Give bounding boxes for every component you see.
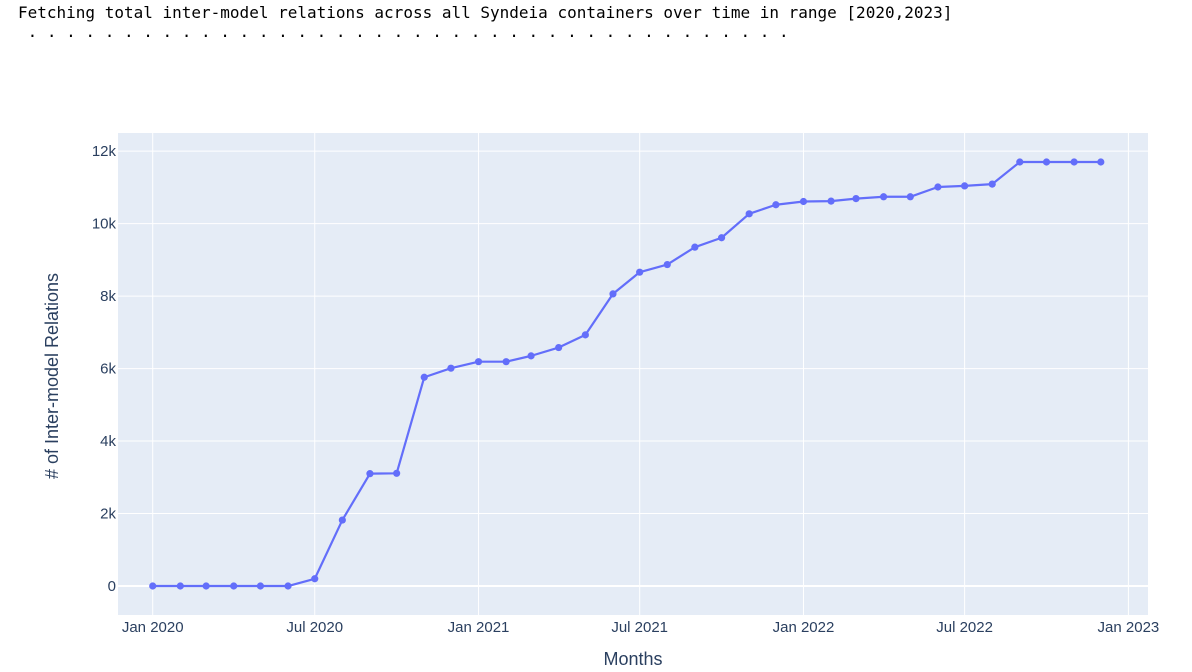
x-tick-label: Jan 2023 — [1098, 619, 1160, 636]
data-point — [772, 201, 780, 209]
data-point — [934, 183, 942, 191]
data-point — [880, 193, 888, 201]
data-point — [474, 358, 483, 366]
y-gridlines — [118, 150, 1148, 588]
data-point — [1070, 158, 1078, 166]
x-tick-label: Jan 2022 — [773, 619, 835, 636]
data-point — [256, 582, 265, 590]
data-point — [609, 290, 617, 298]
series-line — [152, 160, 1101, 588]
console-progress-dots: . . . . . . . . . . . . . . . . . . . . … — [18, 22, 789, 41]
console-status-line: Fetching total inter-model relations acr… — [18, 3, 953, 22]
y-tick-label: 10k — [92, 216, 117, 233]
data-point — [827, 197, 835, 205]
data-point — [717, 234, 726, 242]
y-tick-label: 2k — [100, 506, 116, 523]
data-point — [906, 193, 914, 201]
data-point — [338, 516, 346, 524]
data-point — [230, 582, 238, 590]
x-gridlines — [152, 133, 1129, 615]
x-tick-label: Jul 2022 — [936, 619, 993, 636]
data-point — [311, 575, 319, 583]
data-point — [176, 582, 184, 590]
y-tick-label: 8k — [100, 288, 116, 305]
y-tick-labels: 0 2k 4k 6k 8k 10k 12k — [92, 143, 117, 595]
x-tick-labels: Jan 2020 Jul 2020 Jan 2021 Jul 2021 Jan 2022… — [122, 619, 1159, 636]
data-point — [799, 197, 808, 206]
x-tick-label: Jan 2021 — [448, 619, 510, 636]
y-axis-title: # of Inter-model Relations — [42, 273, 62, 479]
x-tick-label: Jan 2020 — [122, 619, 184, 636]
data-point — [555, 343, 563, 352]
data-point — [284, 582, 292, 590]
x-tick-label: Jul 2021 — [611, 619, 668, 636]
data-point — [202, 582, 210, 590]
y-tick-label: 6k — [100, 361, 116, 378]
data-point — [636, 268, 644, 276]
data-point — [961, 182, 969, 190]
y-tick-label: 0 — [108, 578, 116, 595]
x-tick-label: Jul 2020 — [286, 619, 343, 636]
y-tick-label: 4k — [100, 433, 116, 450]
x-axis-title: Months — [603, 649, 662, 669]
data-point — [663, 260, 671, 269]
data-point — [691, 243, 699, 251]
data-point — [527, 352, 535, 360]
y-tick-label: 12k — [92, 143, 117, 160]
data-point — [149, 582, 157, 590]
data-point — [581, 331, 589, 339]
data-point — [366, 470, 374, 478]
data-point — [852, 194, 860, 203]
data-point — [447, 364, 455, 372]
data-point — [745, 210, 753, 218]
plot-area — [118, 133, 1148, 615]
series-polyline — [152, 160, 1101, 588]
data-point — [1016, 158, 1024, 166]
data-point — [502, 358, 510, 366]
data-point — [988, 180, 996, 188]
series-points — [149, 158, 1105, 590]
data-point — [1097, 158, 1105, 166]
data-point — [420, 373, 428, 381]
data-point — [393, 469, 401, 477]
data-point — [1042, 158, 1051, 166]
